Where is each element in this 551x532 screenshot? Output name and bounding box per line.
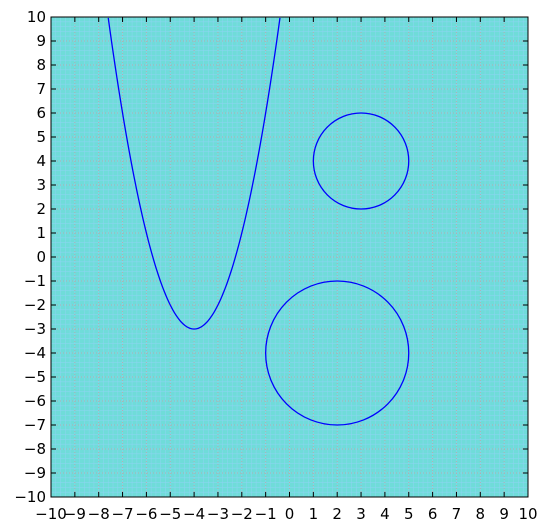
- x-tick-label: 6: [428, 505, 438, 523]
- y-tick-label: −9: [24, 464, 46, 482]
- x-tick-label: 10: [518, 505, 537, 523]
- y-tick-label: −6: [24, 392, 46, 410]
- y-tick-label: −7: [24, 416, 46, 434]
- major-grid: [51, 17, 528, 497]
- circle-curve-2: [265, 280, 410, 426]
- circle-curve-1: [312, 112, 410, 210]
- x-tick-label: −6: [135, 505, 157, 523]
- x-tick-label: 0: [285, 505, 295, 523]
- x-tick-label: −7: [111, 505, 133, 523]
- x-tick-label: −8: [88, 505, 110, 523]
- y-tick-label: −10: [14, 488, 46, 506]
- x-tick-label: 3: [356, 505, 366, 523]
- x-tick-label: 5: [404, 505, 414, 523]
- y-tick-label: 1: [36, 224, 46, 242]
- parabola-curve: [107, 17, 281, 330]
- y-tick-label: 5: [36, 128, 46, 146]
- y-tick-label: −4: [24, 344, 46, 362]
- y-tick-label: −2: [24, 296, 46, 314]
- y-tick-label: −5: [24, 368, 46, 386]
- curves: [107, 17, 410, 426]
- y-tick-label: 2: [36, 200, 46, 218]
- y-tick-label: 3: [36, 176, 46, 194]
- y-tick-label: −1: [24, 272, 46, 290]
- x-tick-label: −2: [231, 505, 253, 523]
- x-tick-label: −4: [183, 505, 205, 523]
- x-tick-label: 2: [332, 505, 342, 523]
- x-tick-label: 4: [380, 505, 390, 523]
- x-tick-label: 1: [309, 505, 319, 523]
- y-tick-label: 9: [36, 32, 46, 50]
- x-tick-labels: −10−9 −8 −7 −6 −5 −4 −3 −2 −1 0 1 2 3 4 5 6 7 8 9 10: [35, 505, 537, 523]
- x-tick-label: −5: [159, 505, 181, 523]
- ticks: [51, 17, 528, 497]
- x-tick-label: −1: [255, 505, 277, 523]
- x-tick-label: −3: [207, 505, 229, 523]
- y-tick-label: 8: [36, 56, 46, 74]
- y-tick-label: 4: [36, 152, 46, 170]
- y-tick-label: −3: [24, 320, 46, 338]
- x-tick-label: 8: [476, 505, 486, 523]
- y-tick-label: 0: [36, 248, 46, 266]
- x-tick-label: 7: [452, 505, 462, 523]
- y-tick-label: 6: [36, 104, 46, 122]
- y-tick-label: 10: [27, 8, 46, 26]
- y-tick-label: 7: [36, 80, 46, 98]
- y-tick-label: −8: [24, 440, 46, 458]
- x-tick-label: 9: [499, 505, 509, 523]
- x-tick-label: −9: [64, 505, 86, 523]
- x-tick-label: −10: [35, 505, 67, 523]
